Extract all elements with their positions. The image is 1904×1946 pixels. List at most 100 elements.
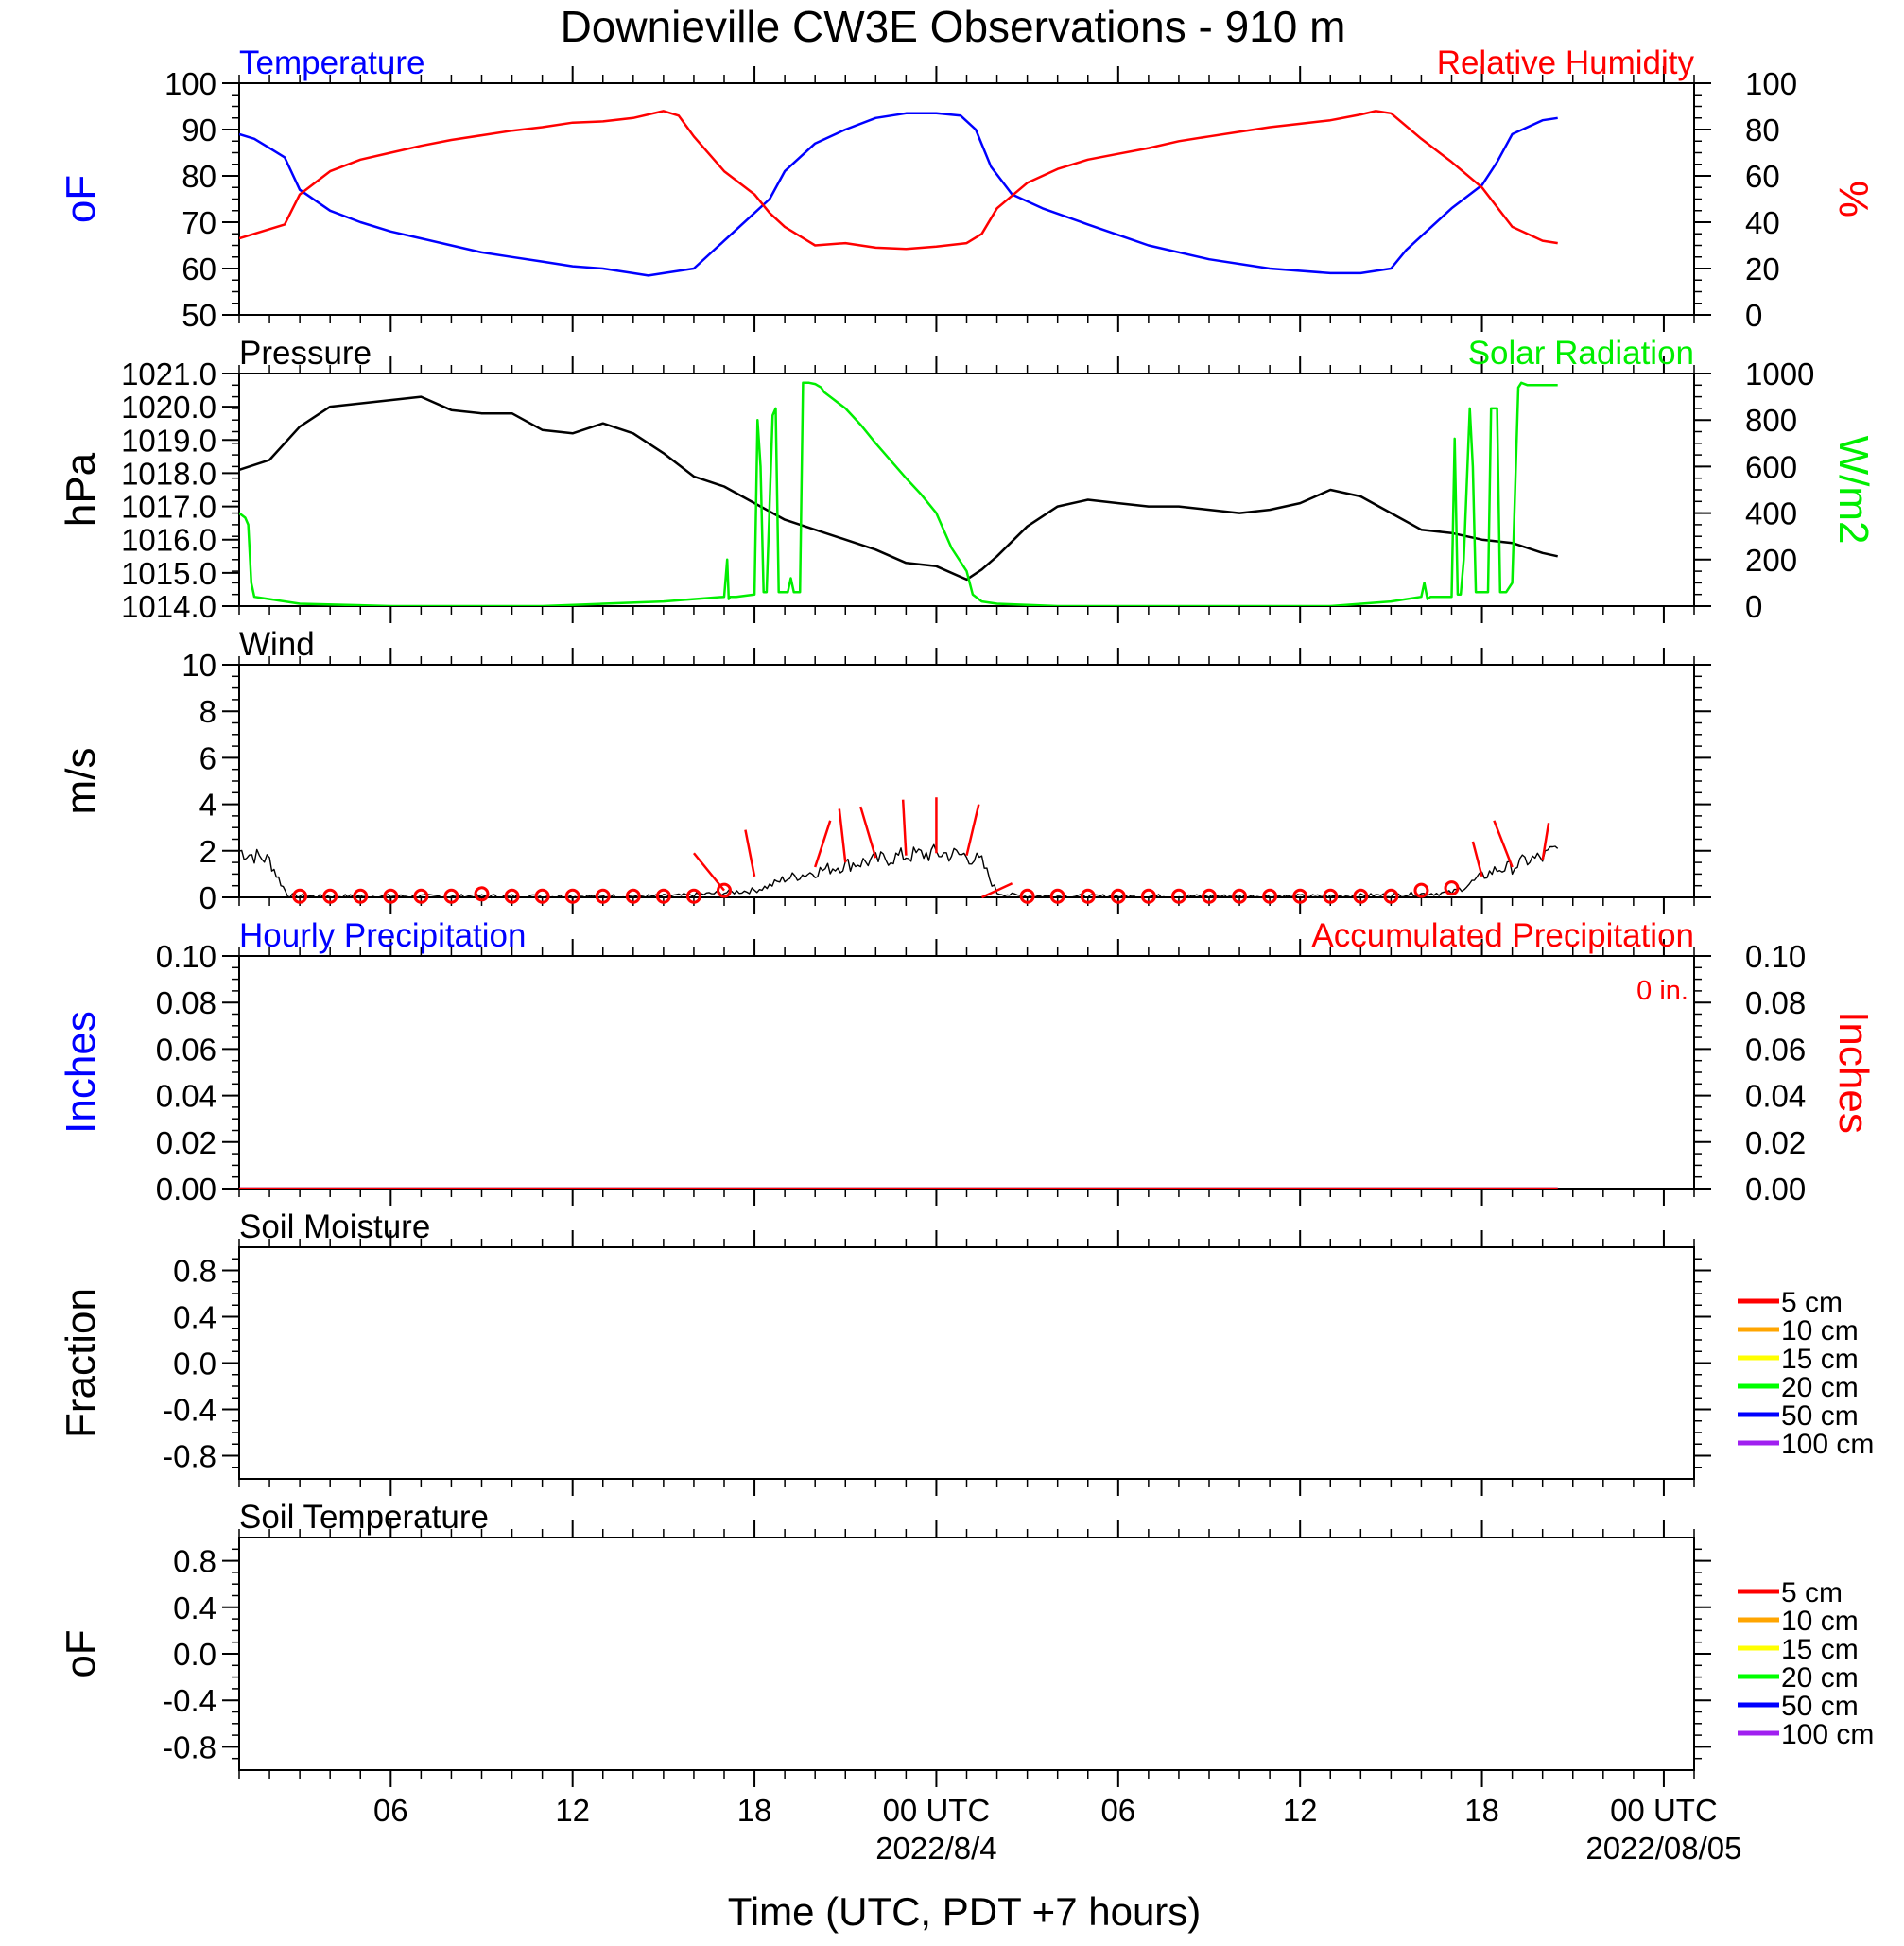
panel-title-left: Wind	[239, 626, 315, 663]
y-tick-label-right: 0.08	[1745, 985, 1806, 1020]
x-axis-title: Time (UTC, PDT +7 hours)	[728, 1889, 1202, 1934]
x-tick-label: 00 UTC	[883, 1793, 991, 1828]
y-axis-label-right: Inches	[1830, 1011, 1877, 1134]
y-tick-label-right: 800	[1745, 403, 1797, 438]
y-tick-label-left: -0.4	[163, 1683, 216, 1718]
y-tick-label-left: 0.0	[173, 1637, 216, 1672]
calm-wind-marker	[1049, 888, 1065, 904]
calm-wind-marker	[1292, 888, 1308, 904]
legend-entry: 20 cm	[1781, 1662, 1859, 1694]
y-tick-label-left: 90	[182, 113, 216, 148]
y-tick-label-left: 8	[199, 694, 216, 729]
y-tick-label-left: 1015.0	[121, 556, 216, 591]
calm-wind-marker	[504, 888, 520, 904]
legend-entry: 100 cm	[1781, 1429, 1874, 1460]
calm-wind-marker	[1110, 888, 1126, 904]
y-tick-label-right: 200	[1745, 543, 1797, 578]
calm-wind-marker	[443, 888, 459, 904]
legend-entry: 20 cm	[1781, 1372, 1859, 1403]
calm-wind-marker	[1413, 882, 1429, 898]
wind-barb	[901, 799, 908, 856]
y-axis-label-right: W/m2	[1830, 436, 1877, 545]
panel-title-right: Relative Humidity	[1437, 44, 1695, 81]
calm-wind-marker	[1323, 888, 1339, 904]
panel-frame-4	[238, 955, 1695, 1190]
wind-barb	[965, 804, 980, 857]
y-tick-label-right: 0.02	[1745, 1125, 1806, 1160]
y-axis-label-left: m/s	[58, 748, 104, 815]
y-tick-label-right: 20	[1745, 252, 1780, 287]
calm-wind-marker	[1232, 888, 1248, 904]
calm-wind-marker	[1444, 880, 1460, 896]
y-tick-label-left: 1020.0	[121, 390, 216, 425]
y-axis-label-left-group: Fraction	[58, 1288, 104, 1438]
y-tick-label-left: 0.00	[156, 1172, 216, 1207]
y-tick-label-left: 0	[199, 880, 216, 915]
y-tick-label-right: 0.06	[1745, 1032, 1806, 1067]
calm-wind-marker	[685, 888, 701, 904]
y-tick-label-left: 50	[182, 298, 216, 333]
y-axis-label-left-group: oF	[58, 175, 104, 223]
calm-wind-marker	[413, 888, 429, 904]
y-tick-label-left: 0.10	[156, 939, 216, 974]
legend-entry: 10 cm	[1781, 1315, 1859, 1347]
calm-wind-marker	[564, 888, 580, 904]
y-tick-label-left: 60	[182, 252, 216, 287]
legend-entry: 50 cm	[1781, 1400, 1859, 1432]
y-tick-label-right: 100	[1745, 66, 1797, 101]
wind-barb	[981, 882, 1013, 899]
calm-wind-marker	[717, 882, 732, 898]
y-axis-label-right-group: %	[1830, 181, 1877, 217]
calm-wind-marker	[292, 888, 308, 904]
series-line-temperature	[239, 112, 1558, 277]
y-tick-label-left: 70	[182, 205, 216, 240]
y-tick-label-right: 60	[1745, 159, 1780, 194]
x-tick-label: 06	[1100, 1793, 1135, 1828]
y-tick-label-left: 0.0	[173, 1347, 216, 1381]
wind-barb	[692, 852, 725, 892]
y-tick-label-left: -0.8	[163, 1439, 216, 1474]
y-axis-label-left: oF	[58, 1629, 104, 1677]
y-tick-label-left: 6	[199, 740, 216, 775]
y-axis-label-left: oF	[58, 175, 104, 223]
calm-wind-marker	[1019, 888, 1035, 904]
y-tick-label-right: 80	[1745, 113, 1780, 148]
calm-wind-marker	[1170, 888, 1186, 904]
calm-wind-marker	[1262, 888, 1278, 904]
y-tick-label-right: 40	[1745, 205, 1780, 240]
x-tick-label: 00 UTC	[1610, 1793, 1718, 1828]
calm-wind-marker	[534, 888, 550, 904]
x-date-label: 2022/08/05	[1585, 1831, 1741, 1866]
y-tick-label-left: 1021.0	[121, 356, 216, 391]
y-tick-label-left: 80	[182, 159, 216, 194]
calm-wind-marker	[353, 888, 369, 904]
y-axis-label-left-group: hPa	[58, 452, 104, 527]
calm-wind-marker	[474, 886, 490, 902]
panel-title-left: Soil Temperature	[239, 1499, 489, 1536]
legend-entry: 15 cm	[1781, 1344, 1859, 1375]
calm-wind-marker	[595, 888, 611, 904]
y-tick-label-right: 400	[1745, 496, 1797, 531]
wind-barb	[838, 808, 847, 863]
panel-title-left: Temperature	[239, 44, 424, 81]
x-tick-label: 18	[737, 1793, 772, 1828]
wind-barb	[1541, 823, 1550, 860]
y-axis-label-right: %	[1830, 181, 1877, 217]
panel-frame-1	[238, 82, 1695, 316]
y-tick-label-left: -0.8	[163, 1729, 216, 1764]
y-axis-label-right-group: Inches	[1830, 1011, 1877, 1134]
x-date-label: 2022/8/4	[875, 1831, 996, 1866]
panel-title-left: Soil Moisture	[239, 1208, 430, 1245]
y-tick-label-left: 0.06	[156, 1032, 216, 1067]
y-axis-label-left-group: m/s	[58, 748, 104, 815]
y-tick-label-left: 10	[182, 648, 216, 683]
x-tick-label: 12	[1283, 1793, 1318, 1828]
calm-wind-marker	[655, 888, 671, 904]
panel-frame-5	[238, 1246, 1695, 1480]
y-axis-label-left: Fraction	[58, 1288, 104, 1438]
series-line-solar-radiation	[239, 381, 1558, 606]
y-tick-label-left: 0.04	[156, 1079, 216, 1114]
calm-wind-marker	[1080, 888, 1096, 904]
y-tick-label-right: 600	[1745, 449, 1797, 484]
